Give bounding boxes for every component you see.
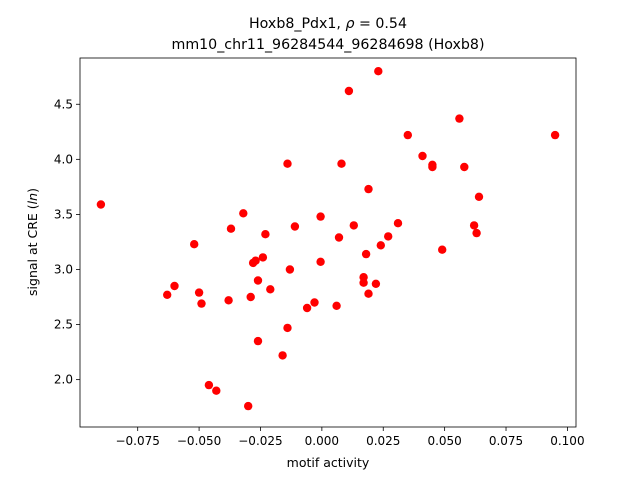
- data-point-32: [337, 159, 346, 168]
- data-point-15: [251, 256, 260, 265]
- y-tick-label: 2.5: [54, 318, 73, 332]
- data-point-44: [393, 219, 403, 228]
- data-point-45: [403, 130, 412, 140]
- data-point-53: [472, 228, 481, 238]
- data-point-26: [302, 303, 312, 313]
- data-point-38: [364, 184, 373, 194]
- data-point-6: [197, 299, 206, 308]
- data-point-1: [96, 200, 106, 209]
- chart-title-line2: mm10_chr11_96284544_96284698 (Hoxb8): [172, 37, 485, 53]
- data-point-11: [239, 209, 248, 218]
- data-point-27: [310, 298, 319, 307]
- data-point-3: [170, 281, 179, 291]
- data-point-20: [266, 285, 275, 294]
- y-axis-ticks: 2.0 2.5 3.0 3.5 4.0 4.5: [54, 97, 80, 387]
- x-tick-label: −0.025: [238, 434, 282, 448]
- ylabel-prefix: signal at CRE (: [25, 204, 40, 296]
- ylabel-italic: ln: [25, 193, 40, 204]
- title-rho-symbol: ρ: [345, 16, 354, 32]
- y-tick-label: 4.5: [54, 97, 73, 111]
- data-point-16: [253, 276, 263, 285]
- x-tick-label: −0.075: [115, 434, 159, 448]
- data-point-39: [364, 289, 373, 298]
- title-line1-prefix: Hoxb8_Pdx1,: [249, 16, 345, 32]
- data-point-9: [226, 224, 236, 233]
- data-point-30: [332, 301, 341, 310]
- data-point-55: [550, 130, 560, 140]
- x-tick-label: 0.100: [550, 434, 584, 448]
- data-point-46: [418, 151, 427, 161]
- ylabel-suffix: ): [25, 188, 40, 193]
- data-point-36: [359, 278, 368, 287]
- data-point-54: [474, 192, 484, 201]
- y-axis-label: signal at CRE (ln): [25, 188, 40, 296]
- data-point-52: [469, 221, 479, 230]
- data-point-17: [253, 336, 263, 346]
- data-point-18: [258, 253, 268, 262]
- x-tick-label: 0.000: [305, 434, 339, 448]
- y-tick-label: 2.0: [54, 373, 73, 387]
- y-tick-label: 3.5: [54, 207, 73, 221]
- data-point-10: [224, 296, 233, 305]
- data-point-22: [283, 159, 292, 168]
- data-point-31: [334, 233, 344, 242]
- title-line1-eq: = 0.54: [354, 16, 407, 32]
- data-point-29: [316, 212, 325, 221]
- data-point-8: [212, 386, 221, 395]
- data-point-25: [290, 222, 300, 231]
- y-tick-label: 3.0: [54, 262, 73, 276]
- x-tick-label: −0.050: [177, 434, 221, 448]
- data-point-19: [261, 230, 270, 239]
- data-point-24: [285, 265, 295, 274]
- data-point-23: [283, 323, 292, 333]
- data-point-34: [349, 221, 358, 230]
- data-point-12: [244, 401, 253, 411]
- data-point-33: [344, 86, 354, 96]
- data-point-7: [204, 380, 214, 390]
- x-axis-label: motif activity: [287, 455, 370, 470]
- data-point-21: [278, 351, 287, 360]
- x-tick-label: 0.050: [427, 434, 461, 448]
- chart-title-line1: Hoxb8_Pdx1, ρ = 0.54: [249, 16, 407, 32]
- data-point-41: [374, 67, 383, 76]
- data-point-5: [194, 288, 204, 297]
- data-point-48: [428, 160, 437, 169]
- data-point-2: [163, 290, 172, 299]
- data-point-42: [376, 241, 385, 250]
- data-points: [96, 67, 560, 411]
- data-point-50: [455, 114, 464, 123]
- data-point-37: [361, 249, 371, 259]
- data-point-4: [190, 240, 199, 249]
- data-point-13: [246, 292, 255, 302]
- data-point-28: [316, 257, 325, 266]
- plot-area: [80, 58, 576, 427]
- x-tick-label: 0.025: [366, 434, 400, 448]
- x-tick-label: 0.075: [489, 434, 523, 448]
- data-point-43: [384, 232, 393, 241]
- plot-frame: [79, 57, 577, 428]
- y-tick-label: 4.0: [54, 152, 73, 166]
- data-point-51: [460, 162, 469, 172]
- x-axis-ticks: −0.075 −0.050 −0.025 0.000 0.025 0.050 0.075 0.…: [115, 427, 585, 448]
- data-point-49: [438, 245, 447, 254]
- data-point-40: [371, 279, 381, 288]
